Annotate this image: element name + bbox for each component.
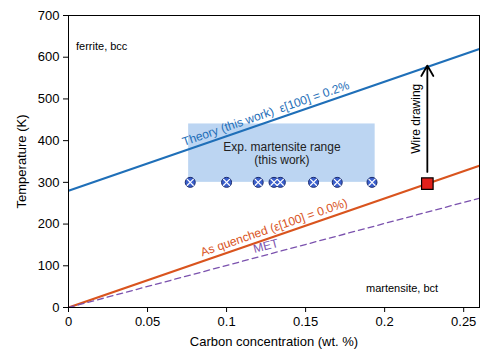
svg-text:0.2: 0.2	[376, 314, 394, 329]
svg-text:Wire drawing: Wire drawing	[409, 84, 423, 154]
svg-text:300: 300	[38, 175, 60, 190]
svg-text:0.15: 0.15	[293, 314, 318, 329]
svg-text:0: 0	[52, 300, 59, 315]
svg-text:Exp. martensite range(this wor: Exp. martensite range(this work)	[223, 140, 341, 168]
svg-text:As quenched (ε[100] = 0.0%): As quenched (ε[100] = 0.0%)	[199, 196, 350, 260]
svg-text:0.1: 0.1	[218, 314, 236, 329]
svg-text:martensite, bct: martensite, bct	[366, 282, 438, 294]
svg-text:Theory (this work) ε[100] = 0: Theory (this work) ε[100] = 0.2%	[180, 78, 351, 149]
svg-text:ferrite, bcc: ferrite, bcc	[76, 40, 128, 52]
svg-text:500: 500	[38, 91, 60, 106]
svg-text:0: 0	[65, 314, 72, 329]
svg-text:Carbon concentration (wt. %): Carbon concentration (wt. %)	[190, 334, 358, 349]
svg-text:0.05: 0.05	[135, 314, 160, 329]
svg-text:0.25: 0.25	[451, 314, 476, 329]
svg-text:400: 400	[38, 133, 60, 148]
svg-text:100: 100	[38, 258, 60, 273]
svg-text:Temperature (K): Temperature (K)	[14, 115, 29, 209]
svg-text:600: 600	[38, 49, 60, 64]
svg-text:200: 200	[38, 216, 60, 231]
svg-text:MET: MET	[252, 236, 281, 256]
svg-text:700: 700	[38, 8, 60, 23]
